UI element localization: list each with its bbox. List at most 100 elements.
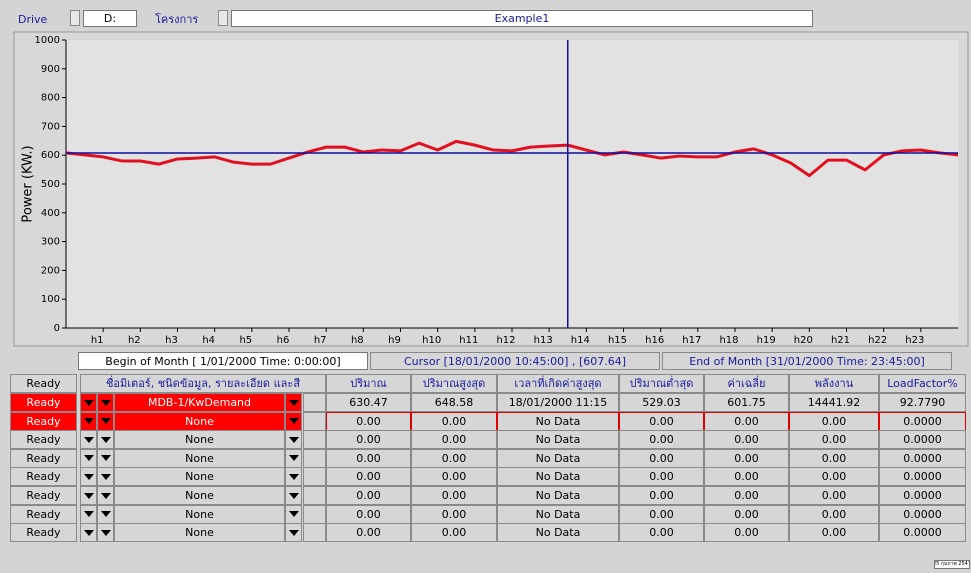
row-status[interactable]: Ready — [10, 411, 77, 431]
meter-name[interactable]: None — [114, 523, 285, 543]
x-tick-label: h11 — [459, 335, 478, 346]
meter-name[interactable]: None — [114, 411, 285, 431]
x-tick-label: h10 — [422, 335, 441, 346]
dropdown-arrow[interactable] — [285, 523, 302, 543]
table-cell: 0.0000 — [879, 504, 966, 524]
dropdown-arrow[interactable] — [285, 448, 302, 468]
x-tick-label: h14 — [571, 335, 590, 346]
table-cell: 0.00 — [789, 486, 879, 505]
project-label: โครงการ — [155, 12, 199, 26]
dropdown-arrow[interactable] — [80, 430, 97, 450]
table-cell: 529.03 — [619, 393, 704, 412]
y-tick-label: 800 — [41, 93, 60, 104]
x-tick-label: h18 — [719, 335, 738, 346]
table-cell: 0.00 — [789, 504, 879, 524]
table-cell: 0.00 — [789, 467, 879, 487]
color-box — [303, 393, 326, 412]
dropdown-arrow[interactable] — [97, 411, 114, 431]
table-cell: 630.47 — [326, 393, 411, 412]
x-tick-label: h7 — [314, 335, 327, 346]
dropdown-arrow[interactable] — [80, 448, 97, 468]
table-cell: 0.00 — [704, 448, 789, 468]
drive-spinner[interactable] — [70, 10, 80, 26]
table-cell: 0.00 — [619, 523, 704, 543]
dropdown-arrow[interactable] — [97, 504, 114, 524]
color-box — [303, 430, 326, 450]
meter-name[interactable]: None — [114, 467, 285, 487]
table-cell: 0.00 — [326, 504, 411, 524]
y-tick-label: 1000 — [35, 35, 60, 46]
dropdown-arrow[interactable] — [97, 467, 114, 487]
dropdown-arrow[interactable] — [80, 393, 97, 412]
plot-area — [66, 40, 958, 328]
meter-name[interactable]: None — [114, 504, 285, 524]
table-cell: 0.00 — [704, 523, 789, 543]
dropdown-arrow[interactable] — [285, 411, 302, 431]
meter-name[interactable]: MDB-1/KwDemand — [114, 393, 285, 412]
x-tick-label: h12 — [496, 335, 515, 346]
row-status[interactable]: Ready — [10, 504, 77, 524]
table-cell: 0.00 — [326, 523, 411, 543]
meter-name[interactable]: None — [114, 486, 285, 505]
table-cell: No Data — [497, 486, 619, 505]
project-input[interactable]: Example1 — [231, 10, 813, 27]
y-tick-label: 900 — [41, 64, 60, 75]
x-tick-label: h21 — [831, 335, 850, 346]
dropdown-arrow[interactable] — [80, 504, 97, 524]
meter-name[interactable]: None — [114, 430, 285, 450]
x-tick-label: h13 — [534, 335, 553, 346]
dropdown-arrow[interactable] — [80, 411, 97, 431]
x-tick-label: h8 — [351, 335, 364, 346]
x-tick-label: h17 — [682, 335, 701, 346]
dropdown-arrow[interactable] — [80, 467, 97, 487]
column-header: ปริมาณสูงสุด — [411, 374, 497, 393]
cursor-status: Cursor [18/01/2000 10:45:00] , [607.64] — [370, 352, 660, 370]
dropdown-arrow[interactable] — [285, 430, 302, 450]
dropdown-arrow[interactable] — [80, 523, 97, 543]
table-cell: 0.00 — [326, 411, 411, 431]
header-meter: ชื่อมิเตอร์, ชนิดข้อมูล, รายละเอียด และส… — [80, 374, 326, 393]
project-spinner[interactable] — [218, 10, 228, 26]
row-status[interactable]: Ready — [10, 393, 77, 412]
dropdown-arrow[interactable] — [285, 467, 302, 487]
meter-name[interactable]: None — [114, 448, 285, 468]
dropdown-arrow[interactable] — [97, 448, 114, 468]
x-tick-label: h5 — [239, 335, 252, 346]
x-tick-label: h6 — [277, 335, 290, 346]
row-status[interactable]: Ready — [10, 486, 77, 505]
dropdown-arrow[interactable] — [285, 486, 302, 505]
table-cell: 0.00 — [619, 486, 704, 505]
drive-input[interactable]: D: — [83, 10, 137, 27]
table-cell: 0.0000 — [879, 467, 966, 487]
row-status[interactable]: Ready — [10, 430, 77, 450]
table-cell: No Data — [497, 448, 619, 468]
table-cell: 0.00 — [411, 523, 497, 543]
dropdown-arrow[interactable] — [80, 486, 97, 505]
dropdown-arrow[interactable] — [285, 504, 302, 524]
dropdown-arrow[interactable] — [97, 430, 114, 450]
row-status[interactable]: Ready — [10, 467, 77, 487]
table-cell: 0.0000 — [879, 523, 966, 543]
data-line — [65, 139, 959, 178]
table-cell: 0.0000 — [879, 411, 966, 431]
dropdown-arrow[interactable] — [97, 393, 114, 412]
y-tick-label: 700 — [41, 121, 60, 132]
y-tick-label: 300 — [41, 237, 60, 248]
x-tick-label: h2 — [128, 335, 141, 346]
table-cell: 14441.92 — [789, 393, 879, 412]
table-cell: 0.00 — [789, 523, 879, 543]
column-header: เวลาที่เกิดค่าสูงสุด — [497, 374, 619, 393]
x-tick-label: h22 — [868, 335, 887, 346]
table-cell: 0.00 — [704, 504, 789, 524]
dropdown-arrow[interactable] — [285, 393, 302, 412]
dropdown-arrow[interactable] — [97, 523, 114, 543]
row-status[interactable]: Ready — [10, 523, 77, 543]
y-tick-label: 200 — [41, 265, 60, 276]
row-status[interactable]: Ready — [10, 448, 77, 468]
table-cell: 0.00 — [411, 430, 497, 450]
table-cell: 0.00 — [789, 448, 879, 468]
table-cell: 0.00 — [619, 430, 704, 450]
dropdown-arrow[interactable] — [97, 486, 114, 505]
